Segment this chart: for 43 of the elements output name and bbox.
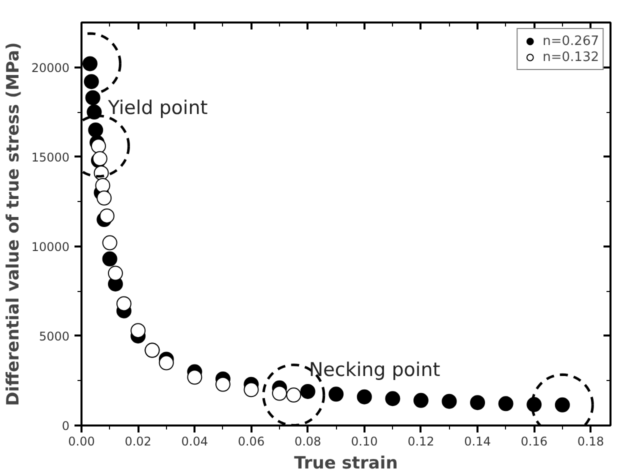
point xyxy=(385,391,400,406)
point xyxy=(244,382,259,398)
point xyxy=(99,208,114,224)
y-tick-label: 5000 xyxy=(38,329,70,344)
point xyxy=(356,389,372,404)
point xyxy=(130,323,146,338)
x-tick-label: 0.00 xyxy=(68,434,95,448)
x-tick-label: 0.08 xyxy=(294,434,322,448)
point xyxy=(272,386,288,401)
x-tick-label: 0.14 xyxy=(464,434,491,448)
x-axis-title: True strain xyxy=(294,454,398,474)
x-tick-label: 0.02 xyxy=(124,434,152,448)
y-tick-label: 0 xyxy=(62,419,70,433)
y-axis-title: Differential value of true stress (MPa) xyxy=(3,42,24,406)
point xyxy=(470,395,486,410)
point xyxy=(86,104,102,120)
y-tick-label: 10000 xyxy=(31,240,70,254)
x-tick-label: 0.04 xyxy=(181,434,208,448)
y-tick-label: 20000 xyxy=(31,60,70,75)
point xyxy=(158,355,174,370)
point xyxy=(300,384,316,399)
annotation: Yield point xyxy=(106,97,208,120)
point xyxy=(116,296,132,312)
point xyxy=(96,190,112,206)
legend-label: n=0.132 xyxy=(542,50,599,64)
point xyxy=(413,392,428,408)
point xyxy=(328,386,344,402)
point xyxy=(215,376,230,392)
point xyxy=(187,370,202,385)
point xyxy=(498,396,514,412)
x-tick-label: 0.12 xyxy=(408,434,434,448)
x-tick-label: 0.10 xyxy=(351,434,378,448)
annotation: Necking point xyxy=(308,359,440,382)
y-tick-label: 15000 xyxy=(31,150,70,164)
point xyxy=(84,74,99,90)
point xyxy=(95,178,110,193)
point xyxy=(102,251,118,266)
x-tick-label: 0.16 xyxy=(520,434,548,448)
point xyxy=(442,394,457,409)
x-tick-label: 0.06 xyxy=(238,434,265,448)
point xyxy=(88,122,104,138)
legend-label: n=0.267 xyxy=(542,34,599,48)
x-tick-label: 0.18 xyxy=(577,434,604,448)
